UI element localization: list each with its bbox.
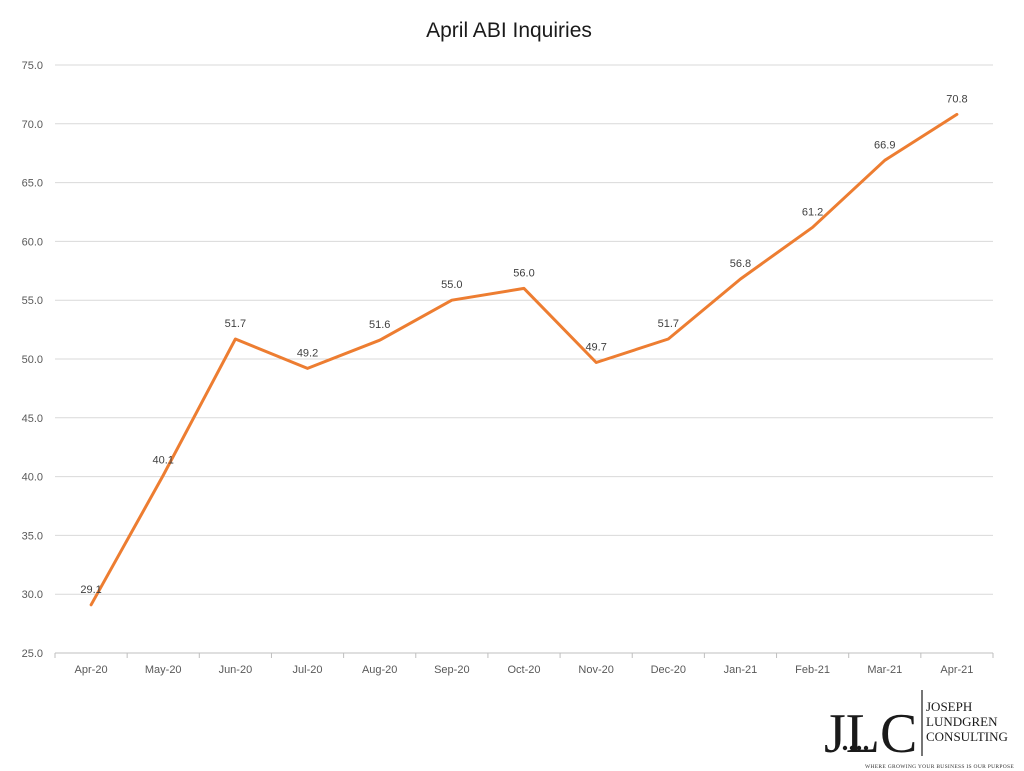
x-tick-label: Dec-20 bbox=[651, 664, 686, 676]
y-tick-label: 60.0 bbox=[22, 236, 43, 248]
x-tick-label: May-20 bbox=[145, 664, 182, 676]
data-label: 56.8 bbox=[730, 258, 751, 270]
logo-name-line2: LUNDGREN bbox=[926, 714, 998, 729]
chart-title: April ABI Inquiries bbox=[426, 19, 592, 42]
data-label: 49.7 bbox=[585, 342, 606, 354]
data-label: 49.2 bbox=[297, 347, 318, 359]
logo-dot bbox=[856, 745, 862, 751]
x-tick-label: Feb-21 bbox=[795, 664, 830, 676]
x-tick-label: Mar-21 bbox=[867, 664, 902, 676]
y-tick-label: 25.0 bbox=[22, 648, 43, 660]
logo-dot bbox=[863, 745, 869, 751]
y-tick-label: 55.0 bbox=[22, 295, 43, 307]
logo-tagline: WHERE GROWING YOUR BUSINESS IS OUR PURPO… bbox=[865, 764, 1014, 770]
logo-dot bbox=[849, 745, 855, 751]
y-tick-label: 30.0 bbox=[22, 589, 43, 601]
logo-name-line1: JOSEPH bbox=[926, 699, 972, 714]
data-label: 51.7 bbox=[658, 318, 679, 330]
data-label: 56.0 bbox=[513, 267, 534, 279]
gridlines bbox=[55, 64, 993, 654]
y-tick-label: 75.0 bbox=[22, 60, 43, 72]
x-tick-label: Aug-20 bbox=[362, 664, 397, 676]
y-tick-label: 70.0 bbox=[22, 119, 43, 131]
data-label: 40.1 bbox=[153, 454, 174, 466]
y-tick-label: 45.0 bbox=[22, 413, 43, 425]
y-tick-label: 65.0 bbox=[22, 178, 43, 190]
x-axis-tick-labels: Apr-20 May-20 Jun-20 Jul-20 Aug-20 Sep-20 Oct-… bbox=[54, 653, 994, 676]
data-label: 51.6 bbox=[369, 319, 390, 331]
logo-name-line3: CONSULTING bbox=[926, 729, 1008, 744]
data-label: 61.2 bbox=[802, 206, 823, 218]
data-label: 51.7 bbox=[225, 318, 246, 330]
y-tick-label: 35.0 bbox=[22, 530, 43, 542]
series-group bbox=[89, 112, 959, 607]
y-axis-tick-labels: 25.0 30.0 35.0 40.0 45.0 50.0 55.0 60.0 65.0 70.0… bbox=[22, 60, 43, 660]
data-label: 70.8 bbox=[946, 93, 967, 105]
x-tick-label: Jul-20 bbox=[293, 664, 323, 676]
x-tick-label: Apr-20 bbox=[75, 664, 108, 676]
y-tick-label: 40.0 bbox=[22, 472, 43, 484]
y-tick-label: 50.0 bbox=[22, 354, 43, 366]
x-tick-label: Nov-20 bbox=[578, 664, 613, 676]
x-tick-label: Oct-20 bbox=[507, 664, 540, 676]
x-tick-label: Apr-21 bbox=[940, 664, 973, 676]
logo-letters: JLC bbox=[824, 703, 917, 765]
data-label: 29.1 bbox=[80, 584, 101, 596]
logo-dot bbox=[842, 745, 848, 751]
x-tick-label: Jan-21 bbox=[724, 664, 758, 676]
jlc-logo: JLC JOSEPH LUNDGREN CONSULTING WHERE GRO… bbox=[824, 690, 1014, 770]
data-label: 66.9 bbox=[874, 139, 895, 151]
x-tick-label: Sep-20 bbox=[434, 664, 469, 676]
series-line bbox=[89, 112, 959, 607]
data-label: 55.0 bbox=[441, 279, 462, 291]
x-tick-label: Jun-20 bbox=[219, 664, 253, 676]
data-labels: 29.1 40.1 51.7 49.2 51.6 55.0 56.0 49.7 51.7 56.8… bbox=[80, 93, 967, 595]
